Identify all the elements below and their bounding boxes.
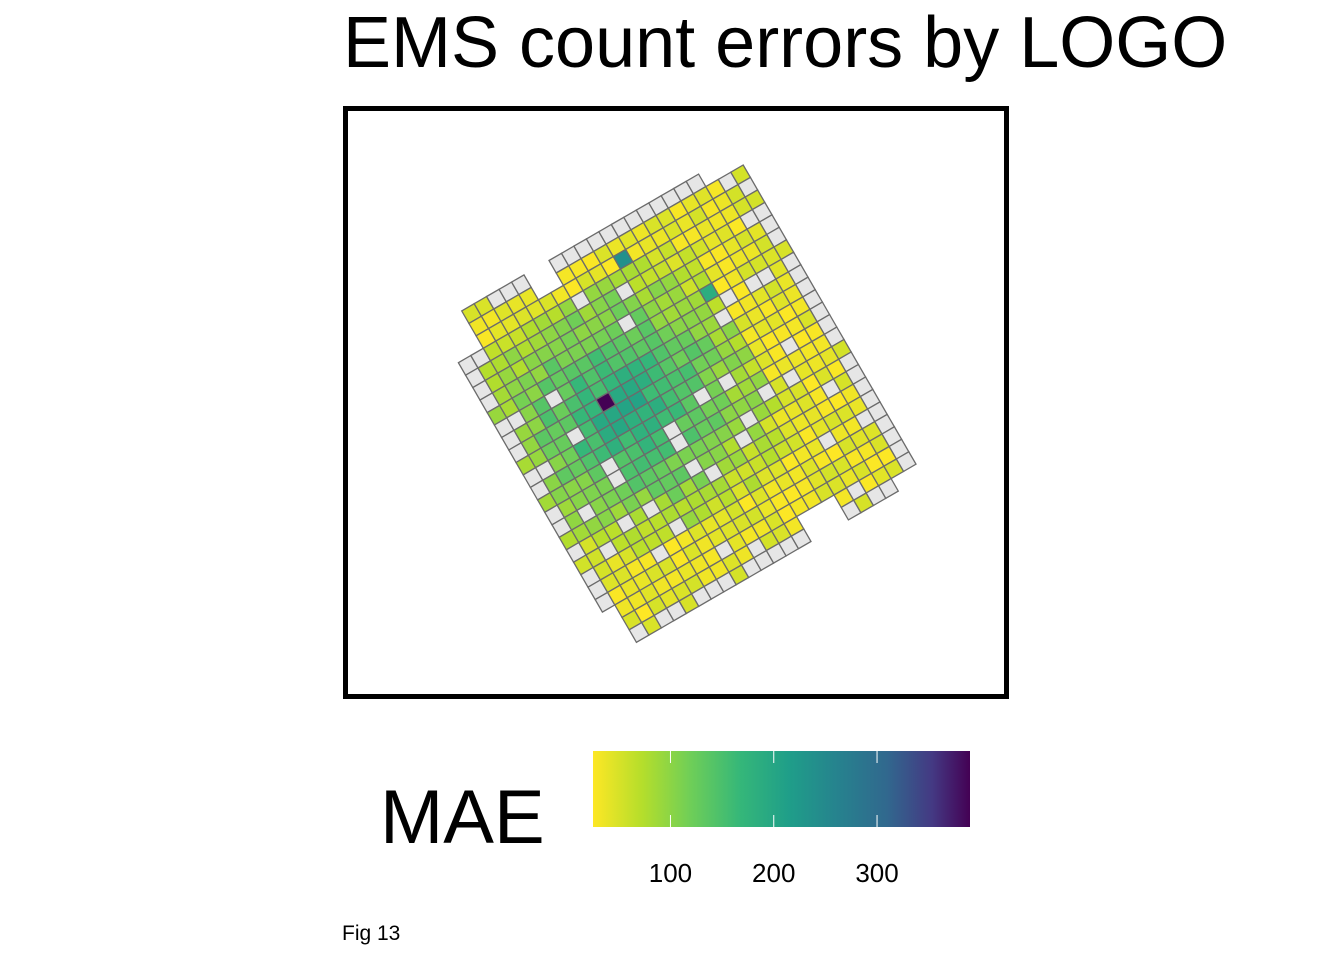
colorbar-tick-label: 300 [855,858,899,888]
grid-cells [457,164,917,644]
legend-title: MAE [380,775,545,860]
colorbar [593,751,970,827]
map-panel [343,106,1009,699]
grid-cell-missing [877,477,900,500]
grid-map [457,164,917,644]
grid-cell-missing [790,528,812,550]
grid-cell-missing [895,450,917,473]
figure-caption: Fig 13 [342,922,401,945]
page-title: EMS count errors by LOGO [343,3,1228,83]
colorbar-tick-label: 100 [648,858,693,888]
colorbar-tick-label: 200 [752,858,796,888]
